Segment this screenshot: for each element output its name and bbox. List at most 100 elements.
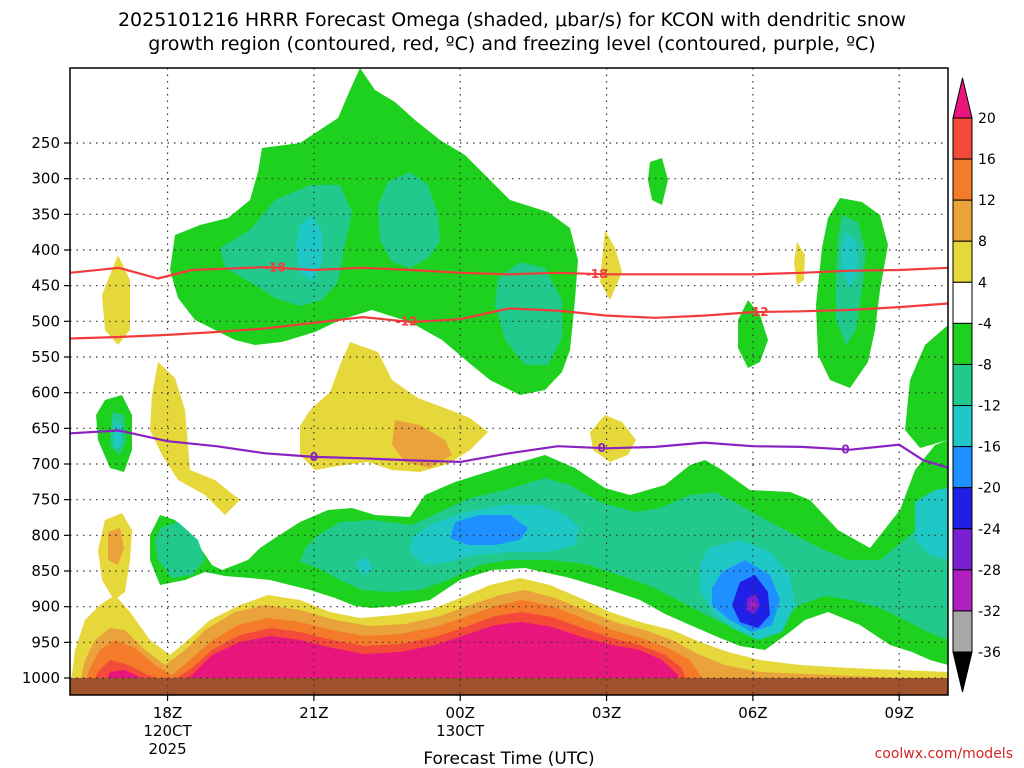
y-tick-label: 900 <box>31 598 60 616</box>
contour-line-isotherm-minus-12 <box>70 302 948 340</box>
contour-label-isotherm-minus-12: -12 <box>747 305 769 319</box>
omega-region-negative-12 <box>296 215 322 282</box>
x-tick-label: 06Z <box>738 704 767 722</box>
x-tick-sublabel-year: 2025 <box>148 740 186 758</box>
omega-region-negative-4 <box>738 300 768 368</box>
colorbar-bin <box>952 158 973 201</box>
omega-region-negative-16 <box>450 515 528 545</box>
plot-frame <box>69 67 949 696</box>
contour-label-isotherm-minus-18: -18 <box>586 267 608 281</box>
y-tick-label: 650 <box>31 419 60 437</box>
colorbar-bin <box>952 322 973 365</box>
colorbar-label: -16 <box>978 440 1001 456</box>
x-tick-label: 03Z <box>592 704 621 722</box>
x-tick-label: 18Z <box>153 704 182 722</box>
omega-region-negative-4 <box>170 68 578 395</box>
x-tick-sublabel-date: 130CT <box>436 722 485 740</box>
omega-region-negative-8 <box>378 172 440 268</box>
y-tick-label: 550 <box>31 348 60 366</box>
contour-label-freezing-level: 0 <box>841 442 849 456</box>
colorbar-label: -32 <box>978 604 1001 620</box>
contour-label-freezing-level: 0 <box>597 441 605 455</box>
omega-region-negative-4 <box>648 158 668 205</box>
colorbar: 20 16 12 8 4 -4 -8 -12 -16 -20 -24 -28 -32 -36 <box>952 77 1001 693</box>
colorbar-bin <box>952 569 973 612</box>
omega-shading <box>70 68 948 695</box>
colorbar-label: 16 <box>978 152 996 168</box>
y-tick-label: 450 <box>31 277 60 295</box>
colorbar-label: -28 <box>978 563 1001 579</box>
colorbar-label: -12 <box>978 399 1001 415</box>
y-tick-label: 500 <box>31 312 60 330</box>
omega-region-positive-4 <box>794 242 805 285</box>
omega-region-positive-4 <box>102 255 130 345</box>
colorbar-cap-bottom <box>952 651 973 693</box>
x-tick-label: 09Z <box>885 704 914 722</box>
colorbar-bin <box>952 528 973 571</box>
omega-region-negative-28 <box>750 601 756 609</box>
colorbar-bin <box>952 240 973 283</box>
y-tick-label: 700 <box>31 455 60 473</box>
omega-region-positive-4 <box>590 415 636 462</box>
colorbar-label: -20 <box>978 481 1001 497</box>
colorbar-bin <box>952 281 973 324</box>
y-tick-label: 250 <box>31 134 60 152</box>
omega-region-positive-8 <box>108 528 124 565</box>
chart-title-line2: growth region (contoured, red, ºC) and f… <box>148 33 875 55</box>
colorbar-bin <box>952 199 973 242</box>
colorbar-label: -36 <box>978 645 1001 661</box>
colorbar-label: -8 <box>978 357 992 373</box>
y-tick-label: 850 <box>31 562 60 580</box>
ground-surface <box>70 678 948 695</box>
y-tick-label: 800 <box>31 526 60 544</box>
colorbar-label: 12 <box>978 193 996 209</box>
colorbar-label: 4 <box>978 275 987 291</box>
omega-region-negative-12 <box>355 558 372 575</box>
colorbar-bin <box>952 446 973 489</box>
chart-title-line1: 2025101216 HRRR Forecast Omega (shaded, … <box>118 9 906 31</box>
y-axis: 250 300 350 400 450 500 550 600 650 700 750 800 850 9… <box>22 134 70 687</box>
omega-region-positive-8 <box>392 420 452 468</box>
omega-region-negative-12 <box>915 488 948 560</box>
colorbar-bin <box>952 610 973 653</box>
colorbar-bin <box>952 117 973 160</box>
temperature-contours <box>70 266 948 469</box>
colorbar-label: 20 <box>978 111 996 127</box>
contour-line-isotherm-minus-18 <box>70 266 948 280</box>
omega-region-negative-12 <box>842 232 858 288</box>
omega-region-negative-8 <box>220 185 352 306</box>
y-tick-label: 950 <box>31 633 60 651</box>
omega-region-positive-4 <box>150 362 240 515</box>
colorbar-cap-top <box>952 77 973 119</box>
source-watermark: coolwx.com/models <box>875 746 1013 762</box>
colorbar-label: -24 <box>978 522 1001 538</box>
x-tick-label: 21Z <box>299 704 328 722</box>
omega-region-positive-20 <box>102 622 678 690</box>
x-tick-label: 00Z <box>446 704 475 722</box>
y-tick-label: 1000 <box>22 669 60 687</box>
omega-region-negative-12 <box>114 420 121 450</box>
y-tick-label: 300 <box>31 170 60 188</box>
y-tick-label: 400 <box>31 241 60 259</box>
colorbar-bin <box>952 405 973 448</box>
colorbar-bin <box>952 363 973 407</box>
temperature-contour-labels: -18 -18 -12 -12 0 0 0 <box>264 261 850 464</box>
y-tick-label: 350 <box>31 205 60 223</box>
contour-label-isotherm-minus-18: -18 <box>264 261 286 275</box>
colorbar-bin <box>952 487 973 530</box>
contour-line-freezing-level <box>70 429 948 469</box>
y-tick-label: 750 <box>31 491 60 509</box>
omega-region-negative-4 <box>905 325 948 448</box>
omega-region-negative-8 <box>495 262 562 365</box>
contour-label-isotherm-minus-12: -12 <box>396 315 418 329</box>
colorbar-label: 8 <box>978 234 987 250</box>
omega-region-positive-4 <box>600 230 622 300</box>
colorbar-label: -4 <box>978 316 992 332</box>
grid-lines <box>70 68 948 695</box>
x-tick-sublabel-date: 120CT <box>143 722 192 740</box>
contour-label-freezing-level: 0 <box>310 450 318 464</box>
x-axis-title: Forecast Time (UTC) <box>423 749 594 768</box>
y-tick-label: 600 <box>31 384 60 402</box>
